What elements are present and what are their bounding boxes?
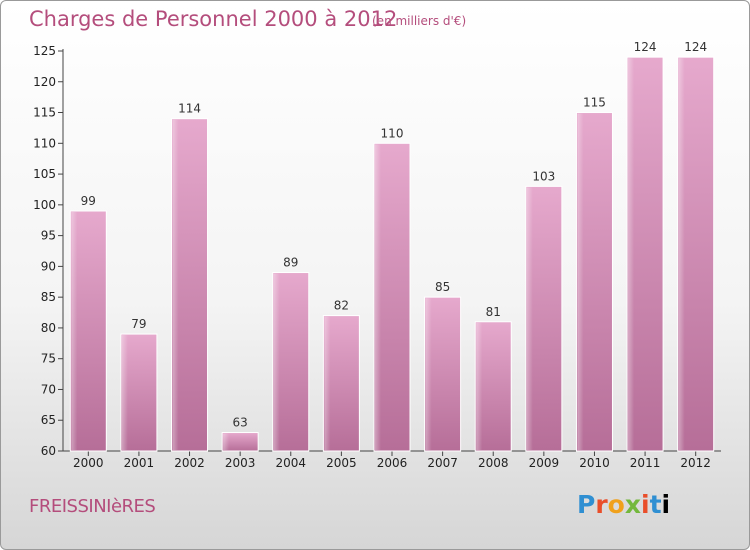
- y-tick-label: 110: [33, 136, 56, 150]
- x-tick-label: 2007: [427, 456, 458, 470]
- bar-value-label: 85: [435, 280, 450, 294]
- x-tick-label: 2011: [630, 456, 661, 470]
- bar-highlight: [628, 58, 635, 451]
- bar-highlight: [273, 273, 280, 450]
- bar-value-label: 115: [583, 96, 606, 110]
- x-tick-label: 2004: [275, 456, 306, 470]
- bar-value-label: 124: [684, 40, 707, 54]
- x-tick-label: 2012: [680, 456, 711, 470]
- axes: 60 65 70 75 80 85 90 95 100 105 110 115 120 125 2000 20…: [33, 44, 721, 470]
- bar-value-label: 79: [131, 317, 146, 331]
- bar-highlight: [324, 316, 331, 450]
- bar-highlight: [526, 187, 533, 450]
- x-tick-label: 2008: [478, 456, 509, 470]
- y-tick-label: 90: [41, 259, 56, 273]
- x-tick-label: 2001: [124, 456, 155, 470]
- bar-highlight: [678, 58, 685, 451]
- bar-value-label: 103: [532, 169, 555, 183]
- proxiti-logo: Proxiti: [577, 490, 671, 519]
- y-tick-label: 80: [41, 321, 56, 335]
- y-tick-label: 65: [41, 413, 56, 427]
- x-tick-label: 2002: [174, 456, 205, 470]
- y-tick-label: 125: [33, 44, 56, 58]
- bar-value-label: 110: [381, 126, 404, 140]
- y-tick-label: 70: [41, 382, 56, 396]
- y-tick-label: 100: [33, 198, 56, 212]
- bar-value-label: 63: [233, 416, 248, 430]
- x-tick-label: 2005: [326, 456, 357, 470]
- bar-value-label: 82: [334, 299, 349, 313]
- bar-highlight: [71, 212, 78, 450]
- chart-subtitle: (en milliers d'€): [372, 14, 467, 28]
- y-tick-label: 120: [33, 75, 56, 89]
- bar-highlight: [577, 113, 584, 451]
- commune-name: FREISSINIèRES: [29, 496, 156, 517]
- bar-highlight: [476, 322, 483, 450]
- bar-highlight: [223, 433, 230, 450]
- bar-value-label: 81: [486, 305, 501, 319]
- y-tick-label: 95: [41, 229, 56, 243]
- x-tick-label: 2000: [73, 456, 104, 470]
- y-tick-label: 85: [41, 290, 56, 304]
- y-tick-label: 115: [33, 106, 56, 120]
- y-tick-label: 105: [33, 167, 56, 181]
- x-tick-label: 2006: [377, 456, 408, 470]
- x-tick-label: 2009: [529, 456, 560, 470]
- bar-value-label: 124: [634, 40, 657, 54]
- y-tick-label: 75: [41, 352, 56, 366]
- bar-highlight: [172, 119, 179, 450]
- bar-value-label: 99: [81, 194, 96, 208]
- y-tick-label: 60: [41, 444, 56, 458]
- x-tick-label: 2010: [579, 456, 610, 470]
- bar: [221, 432, 259, 452]
- bar-highlight: [375, 144, 381, 451]
- bar-highlight: [425, 298, 432, 450]
- bars: 99 79 114 63 89 82 110 85 81 103 115 124 124: [69, 40, 715, 452]
- bar-value-label: 89: [283, 256, 298, 270]
- x-tick-label: 2003: [225, 456, 256, 470]
- bar-value-label: 114: [178, 102, 201, 116]
- bar-highlight: [121, 335, 128, 450]
- chart-title: Charges de Personnel 2000 à 2012: [29, 7, 398, 31]
